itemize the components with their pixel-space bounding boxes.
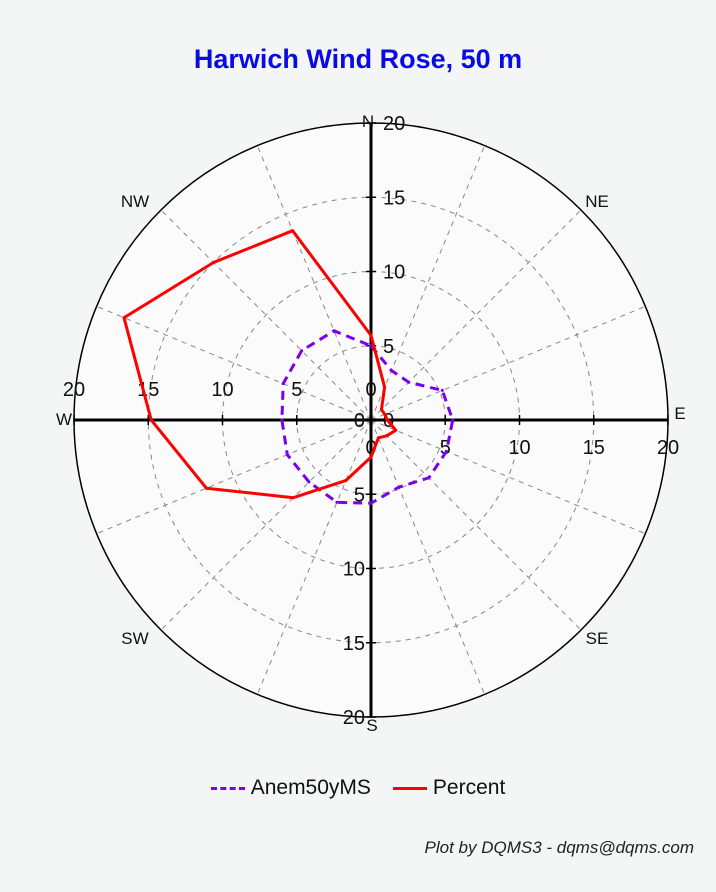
series-percent-point [394,428,398,432]
series-percent-point [212,261,215,264]
tick-label-south-5: 5 [354,484,365,506]
series-anem50yms-point [369,501,373,505]
series-percent-point [383,385,387,389]
series-percent-point [376,436,380,440]
tick-label-south-10: 10 [343,559,365,581]
tick-label-north-10: 10 [383,262,405,284]
tick-label-south-20: 20 [343,707,365,729]
tick-label-west-20: 20 [63,379,85,401]
tick-label-north-20: 20 [383,113,405,135]
direction-label-w: W [56,410,72,429]
series-anem50yms-point [390,369,393,373]
tick-label-east-10: 10 [508,437,530,459]
tick-label-north-15: 15 [383,187,405,209]
tick-label-west-10: 10 [211,379,233,401]
series-percent-point [122,316,126,320]
series-anem50yms-point [332,329,336,333]
series-percent-point [204,486,208,490]
direction-label-e: E [674,404,685,423]
series-percent-point [385,434,389,438]
series-percent-point [344,478,348,482]
direction-label-se: SE [586,629,609,648]
tick-label-east-20: 20 [657,437,679,459]
series-anem50yms-point [335,500,339,504]
plot-credit: Plot by DQMS3 - dqms@dqms.com [424,838,695,857]
direction-label-s: S [366,716,377,735]
legend-swatch-anem50yms [210,786,245,790]
series-anem50yms-point [397,485,401,489]
legend-item-anem50yms: Anem50yMS [210,776,371,800]
tick-label-east-0: 0 [365,437,376,459]
legend-label-percent: Percent [432,776,506,799]
tick-label-south-15: 15 [343,633,365,655]
tick-label-east-5: 5 [440,437,451,459]
legend-label-anem50yms: Anem50yMS [250,776,371,799]
series-anem50yms-point [427,476,431,480]
tick-label-west-5: 5 [291,379,302,401]
direction-label-n: N [362,112,374,131]
tick-label-north-5: 5 [383,336,394,358]
legend: Anem50yMS Percent [0,776,716,800]
series-anem50yms-point [407,380,411,384]
direction-label-nw: NW [121,192,149,211]
series-anem50yms-point [281,382,285,386]
tick-label-east-15: 15 [583,437,605,459]
series-percent-point [149,418,153,422]
series-anem50yms-point [300,349,304,353]
series-anem50yms-point [280,418,284,422]
series-percent-point [291,229,295,233]
series-percent-point [385,418,389,422]
series-percent-point [380,408,383,411]
series-percent-point [291,496,295,500]
series-anem50yms-point [307,480,311,484]
series-anem50yms-point [369,344,373,348]
series-anem50yms-point [451,418,455,422]
series-percent-point [369,333,373,337]
series-anem50yms-point [440,388,444,392]
chart-title: Harwich Wind Rose, 50 m [193,44,523,74]
series-percent-point [369,455,373,459]
series-anem50yms-point [285,453,289,457]
tick-label-west-0: 0 [365,379,376,401]
legend-swatch-percent [392,786,427,790]
direction-label-ne: NE [585,192,609,211]
legend-item-percent: Percent [392,776,506,800]
series-anem50yms-point [445,449,448,453]
direction-label-sw: SW [121,629,148,648]
tick-label-south-0: 0 [354,410,365,432]
series-percent-point [383,412,387,416]
